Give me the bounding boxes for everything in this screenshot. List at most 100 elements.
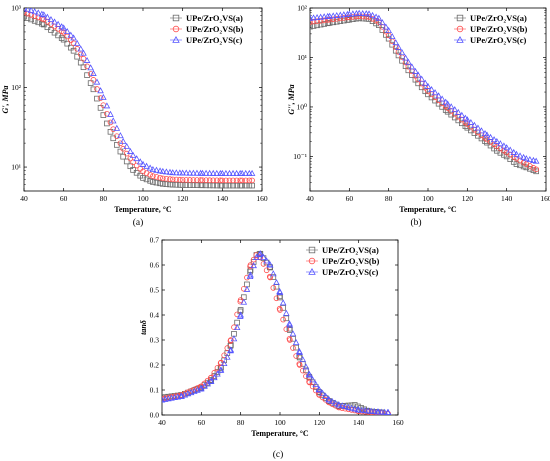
data-point [223,177,229,184]
data-point [231,324,237,331]
data-point [77,45,85,52]
x-tick-label: 100 [274,418,286,427]
x-tick-label: 40 [306,194,314,203]
data-point [24,8,31,12]
legend-marker [308,257,316,265]
data-point [283,326,290,333]
data-point [217,182,224,189]
data-point [179,177,186,183]
data-point [130,159,136,166]
x-tick-label: 60 [60,194,68,203]
data-point [527,166,533,172]
data-point [257,250,264,257]
series-layer [162,250,392,415]
data-point [242,182,249,189]
data-point [163,168,170,175]
data-point [74,53,80,60]
x-tick-label: 160 [392,418,404,427]
data-point [67,31,75,38]
data-point [133,170,140,176]
data-point [223,353,231,360]
data-point [169,176,176,183]
legend: UPe/ZrO₂VS(a)UPe/ZrO₂VS(b)UPe/ZrO₂VS(c) [306,245,379,277]
data-point [97,87,104,94]
x-tick-label: 100 [422,194,434,203]
data-point [94,86,100,92]
data-point [487,142,494,149]
data-point [173,182,180,188]
data-point [190,177,197,183]
chart-panels: 40 60 80 100 120 140 160 10¹ 10² 10³ Temperature, … [1,4,550,461]
data-point [107,129,114,135]
data-point [451,106,459,113]
data-point [153,179,160,186]
data-point [471,121,478,128]
y-axis-label: tanδ [139,320,148,335]
data-point [27,8,35,13]
data-point [345,403,352,410]
data-point [353,13,360,20]
data-point [296,362,303,368]
data-point [267,274,273,281]
data-point [379,27,386,33]
data-point [127,155,134,162]
x-tick-label: 80 [237,418,245,427]
legend-marker [172,14,180,22]
data-point [384,408,392,415]
data-point [335,401,343,408]
data-point [287,327,293,333]
data-point [110,126,117,132]
data-point [129,151,137,158]
data-point [210,177,217,184]
data-point [117,148,124,155]
data-point [203,177,209,183]
data-point [194,182,200,189]
x-axis-label: Temperature, °C [114,205,172,214]
data-point [193,169,201,176]
data-point [64,40,71,47]
y-tick-label: 0.7 [150,236,160,245]
data-point [24,13,27,20]
data-point [214,370,221,377]
data-point [224,345,231,351]
data-point [113,124,121,131]
data-point [395,43,402,50]
legend-entry: UPe/ZrO₂VS(c) [470,35,527,45]
data-point [317,13,324,20]
data-point [337,15,344,22]
data-point [293,344,299,351]
data-point [60,24,67,31]
data-point [412,67,419,74]
data-point [340,11,348,18]
data-point [24,15,31,21]
data-point [299,356,307,363]
data-point [329,401,336,407]
y-tick-label: 0.6 [150,261,160,270]
data-point [464,116,471,123]
data-point [300,367,306,374]
legend: UPe/ZrO₂VS(a)UPe/ZrO₂VS(b)UPe/ZrO₂VS(c) [454,13,527,45]
data-point [63,28,71,35]
data-point [197,177,204,183]
data-point [194,177,200,183]
data-point [312,381,320,388]
data-point [398,49,406,56]
data-point [222,169,230,176]
data-point [317,21,324,28]
data-point [199,169,206,176]
y-tick-label: 0.5 [150,286,160,295]
data-point [187,177,193,183]
data-point [309,376,316,383]
data-point [242,177,249,184]
data-point [270,274,277,280]
y-tick-label: 10⁻¹ [293,152,307,161]
data-point [60,36,67,43]
legend-marker [456,35,464,43]
data-point [242,169,250,176]
data-point [376,22,382,28]
data-point [435,100,442,107]
legend-entry: UPe/ZrO₂VS(a) [186,13,243,23]
data-point [248,169,256,176]
data-point [110,135,117,142]
data-point [169,181,176,188]
